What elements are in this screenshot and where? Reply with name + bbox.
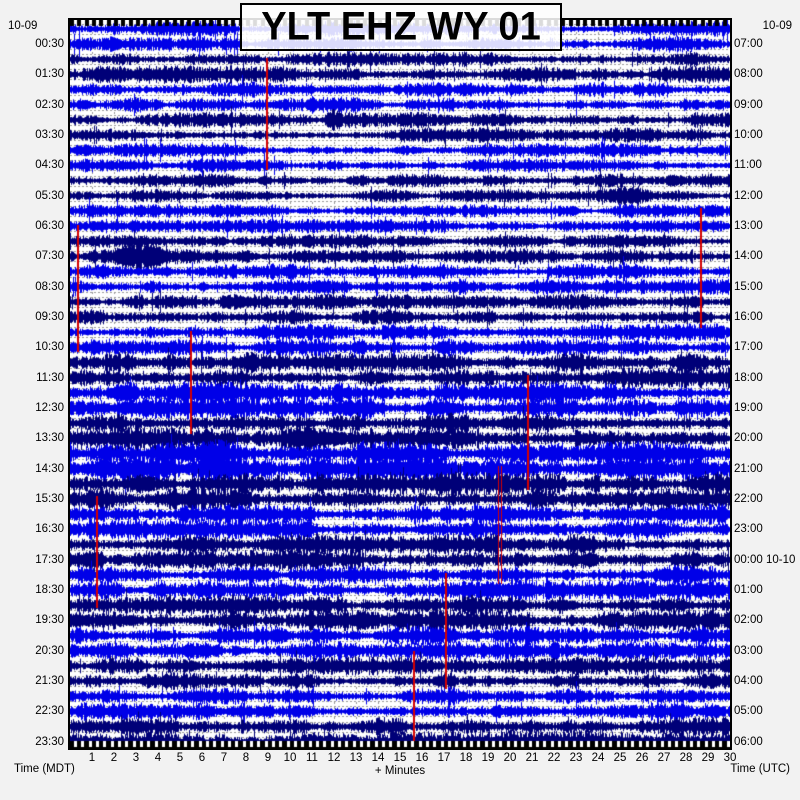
left-axis-label: 16:30 [35, 523, 64, 536]
minute-tick-label: 11 [306, 752, 318, 764]
right-axis-label: 07:00 [734, 38, 763, 51]
minute-tick-label: 29 [701, 752, 715, 764]
left-axis-label: 12:30 [35, 402, 64, 415]
right-axis-label: 05:00 [734, 705, 763, 718]
minute-tick-label: 8 [242, 752, 250, 764]
right-axis-label: 20:00 [734, 432, 763, 445]
left-axis-label: 02:30 [35, 98, 64, 111]
minute-tick-label: 7 [220, 752, 228, 764]
minute-tick-label: 10 [283, 752, 297, 764]
right-axis-label: 00:00 10-10 [734, 553, 796, 566]
left-axis-label: 21:30 [35, 675, 64, 688]
minute-tick-label: 5 [176, 752, 184, 764]
right-axis-label: 01:00 [734, 584, 763, 597]
left-axis-label: 22:30 [35, 705, 64, 718]
right-axis-label: 21:00 [734, 462, 763, 475]
left-axis-label: 23:30 [35, 735, 64, 748]
minute-tick-label: 18 [459, 752, 473, 764]
minute-tick-label: 24 [591, 752, 605, 764]
left-axis-label: 01:30 [35, 68, 64, 81]
left-axis-label: 08:30 [35, 280, 64, 293]
left-axis-label: 04:30 [35, 159, 64, 172]
left-axis-label: 00:30 [35, 38, 64, 51]
left-axis-label: 05:30 [35, 189, 64, 202]
right-axis-label: 09:00 [734, 98, 763, 111]
date-label-top-right: 10-09 [762, 20, 792, 32]
station-title: YLT EHZ WY 01 [261, 4, 541, 49]
left-axis-label: 19:30 [35, 614, 64, 627]
minute-tick-label: 12 [327, 752, 341, 764]
minute-tick-label: 2 [110, 752, 118, 764]
minute-tick-label: 13 [349, 752, 363, 764]
right-axis-label: 03:00 [734, 644, 763, 657]
left-axis-label: 06:30 [35, 220, 64, 233]
minute-tick-label: 27 [657, 752, 671, 764]
minute-tick-label: 15 [393, 752, 407, 764]
minute-tick-label: 9 [264, 752, 272, 764]
right-axis-label: 22:00 [734, 493, 763, 506]
minute-tick-label: 23 [569, 752, 583, 764]
minute-tick-label: 30 [723, 752, 737, 764]
minute-tick-label: 22 [547, 752, 561, 764]
minute-tick-label: 16 [415, 752, 429, 764]
left-axis-caption: Time (MDT) [14, 763, 75, 775]
right-axis-label: 08:00 [734, 68, 763, 81]
left-axis-label: 10:30 [35, 341, 64, 354]
right-axis-label: 23:00 [734, 523, 763, 536]
minutes-axis-caption: + Minutes [374, 765, 426, 777]
minute-tick-label: 19 [481, 752, 495, 764]
left-axis-label: 15:30 [35, 493, 64, 506]
station-title-box: YLT EHZ WY 01 [240, 3, 562, 51]
right-axis-label: 06:00 [734, 735, 763, 748]
minute-tick-label: 3 [132, 752, 140, 764]
helicorder-canvas [70, 20, 730, 748]
minute-tick-label: 20 [503, 752, 517, 764]
right-axis-label: 13:00 [734, 220, 763, 233]
helicorder-plot-frame [68, 18, 732, 750]
left-axis-label: 14:30 [35, 462, 64, 475]
right-axis-label: 14:00 [734, 250, 763, 263]
right-axis-label: 17:00 [734, 341, 763, 354]
left-axis-label: 11:30 [36, 371, 64, 384]
left-axis-label: 17:30 [35, 553, 64, 566]
right-axis-label: 16:00 [734, 311, 763, 324]
right-axis-label: 11:00 [734, 159, 762, 172]
left-axis-label: 07:30 [35, 250, 64, 263]
right-axis-label: 12:00 [734, 189, 763, 202]
left-axis-label: 18:30 [35, 584, 64, 597]
minute-tick-label: 6 [198, 752, 206, 764]
minute-tick-label: 21 [525, 752, 539, 764]
left-axis-label: 03:30 [35, 129, 64, 142]
minute-tick-label: 17 [437, 752, 451, 764]
right-axis-label: 10:00 [734, 129, 763, 142]
minute-tick-label: 1 [88, 752, 96, 764]
right-axis-label: 19:00 [734, 402, 763, 415]
minute-tick-label: 14 [371, 752, 385, 764]
right-axis-label: 02:00 [734, 614, 763, 627]
minute-tick-label: 4 [154, 752, 162, 764]
minute-tick-label: 26 [635, 752, 649, 764]
right-axis-label: 15:00 [734, 280, 763, 293]
right-axis-caption: Time (UTC) [730, 763, 790, 775]
left-axis-label: 20:30 [35, 644, 64, 657]
minute-tick-label: 25 [613, 752, 627, 764]
date-label-top-left: 10-09 [8, 20, 38, 32]
right-axis-label: 04:00 [734, 675, 763, 688]
left-axis-label: 09:30 [35, 311, 64, 324]
left-axis-label: 13:30 [35, 432, 64, 445]
minute-tick-label: 28 [679, 752, 693, 764]
right-axis-label: 18:00 [734, 371, 763, 384]
